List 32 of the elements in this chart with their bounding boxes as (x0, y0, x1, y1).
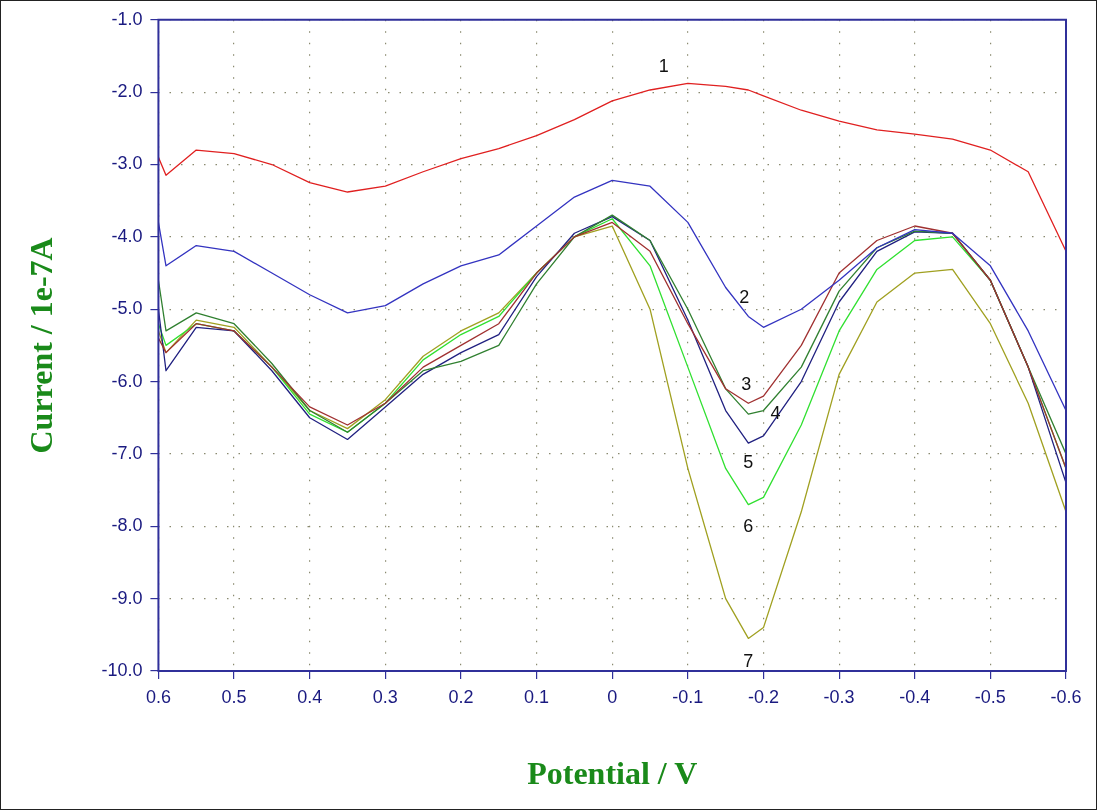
series-label: 4 (770, 403, 781, 424)
series-label: 3 (741, 374, 752, 395)
y-tick-label: -6.0 (111, 370, 143, 391)
x-tick-label: 0 (607, 686, 618, 707)
series-label: 6 (743, 515, 754, 536)
y-tick-label: -8.0 (111, 515, 143, 536)
x-axis-title: Potential / V (527, 755, 698, 792)
y-axis-title: Current / 1e-7A (23, 237, 60, 454)
x-tick-label: 0.6 (145, 686, 171, 707)
series-label: 5 (743, 452, 754, 473)
x-tick-label: 0.3 (372, 686, 398, 707)
x-tick-label: -0.1 (672, 686, 704, 707)
x-tick-label: -0.5 (974, 686, 1006, 707)
x-tick-label: 0.4 (297, 686, 323, 707)
x-tick-label: 0.5 (221, 686, 247, 707)
x-tick-label: -0.3 (823, 686, 855, 707)
y-tick-label: -7.0 (111, 442, 143, 463)
series-label: 2 (739, 287, 750, 308)
x-tick-label: 0.2 (448, 686, 474, 707)
x-tick-label: -0.6 (1050, 686, 1082, 707)
series-label: 1 (658, 56, 669, 77)
series-label: 7 (743, 651, 754, 672)
y-tick-label: -5.0 (111, 298, 143, 319)
y-tick-label: -4.0 (111, 225, 143, 246)
y-tick-label: -1.0 (111, 8, 143, 29)
y-tick-label: -2.0 (111, 81, 143, 102)
y-tick-label: -3.0 (111, 153, 143, 174)
y-tick-label: -9.0 (111, 587, 143, 608)
x-tick-label: -0.4 (899, 686, 931, 707)
x-tick-label: -0.2 (747, 686, 779, 707)
y-tick-label: -10.0 (101, 659, 143, 680)
x-tick-label: 0.1 (524, 686, 550, 707)
